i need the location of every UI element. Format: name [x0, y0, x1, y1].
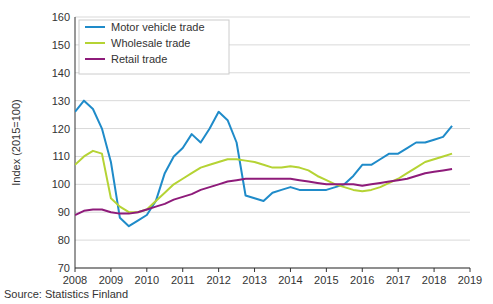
- x-tick: [362, 268, 363, 272]
- y-tick-label: 130: [52, 95, 70, 107]
- x-tick-label: 2019: [458, 274, 482, 286]
- grid-line: [75, 268, 470, 269]
- source: Source: Statistics Finland: [4, 288, 128, 300]
- x-tick: [254, 268, 255, 272]
- series-line: [75, 101, 452, 227]
- x-tick: [146, 268, 147, 272]
- x-tick-label: 2013: [242, 274, 266, 286]
- x-tick-label: 2018: [422, 274, 446, 286]
- grid-line: [75, 100, 470, 101]
- legend-swatch: [85, 58, 105, 60]
- grid-line: [75, 17, 470, 18]
- x-tick: [75, 268, 76, 272]
- x-tick-label: 2011: [171, 274, 195, 286]
- legend-swatch: [85, 42, 105, 44]
- x-tick-label: 2008: [63, 274, 87, 286]
- x-tick-label: 2010: [135, 274, 159, 286]
- x-tick-label: 2014: [278, 274, 302, 286]
- x-tick: [470, 268, 471, 272]
- x-tick-label: 2016: [350, 274, 374, 286]
- y-tick-label: 80: [58, 234, 70, 246]
- y-tick-label: 70: [58, 262, 70, 274]
- x-tick: [110, 268, 111, 272]
- x-tick-label: 2017: [386, 274, 410, 286]
- legend-label: Retail trade: [111, 53, 167, 65]
- y-axis: [75, 17, 76, 268]
- grid-line: [75, 240, 470, 241]
- legend-label: Wholesale trade: [111, 37, 191, 49]
- x-tick: [398, 268, 399, 272]
- series-line: [75, 169, 452, 215]
- lines: [75, 101, 452, 227]
- y-axis-label: Index (2015=100): [10, 99, 22, 186]
- y-tick-label: 100: [52, 178, 70, 190]
- x-tick: [182, 268, 183, 272]
- chart: 70 80 90 100 110 120 130 140 150 160 2008 2009 2010 2…: [0, 0, 493, 304]
- x-tick-label: 2012: [206, 274, 230, 286]
- x-tick: [326, 268, 327, 272]
- grid-line: [75, 128, 470, 129]
- grid-line: [75, 184, 470, 185]
- grid-line: [75, 156, 470, 157]
- legend-label: Motor vehicle trade: [111, 21, 205, 33]
- y-tick-label: 90: [58, 206, 70, 218]
- x-tick: [434, 268, 435, 272]
- x-tick-label: 2015: [314, 274, 338, 286]
- x-tick: [218, 268, 219, 272]
- y-tick-label: 140: [52, 67, 70, 79]
- x-tick: [290, 268, 291, 272]
- legend-swatch: [85, 26, 105, 28]
- x-tick-label: 2009: [99, 274, 123, 286]
- legend: Motor vehicle trade Wholesale trade Retail…: [79, 20, 229, 74]
- y-tick-label: 110: [52, 150, 70, 162]
- y-tick-label: 120: [52, 123, 70, 135]
- y-tick-label: 160: [52, 11, 70, 23]
- x-axis: [75, 268, 470, 269]
- legend-box: [79, 20, 229, 74]
- y-tick-label: 150: [52, 39, 70, 51]
